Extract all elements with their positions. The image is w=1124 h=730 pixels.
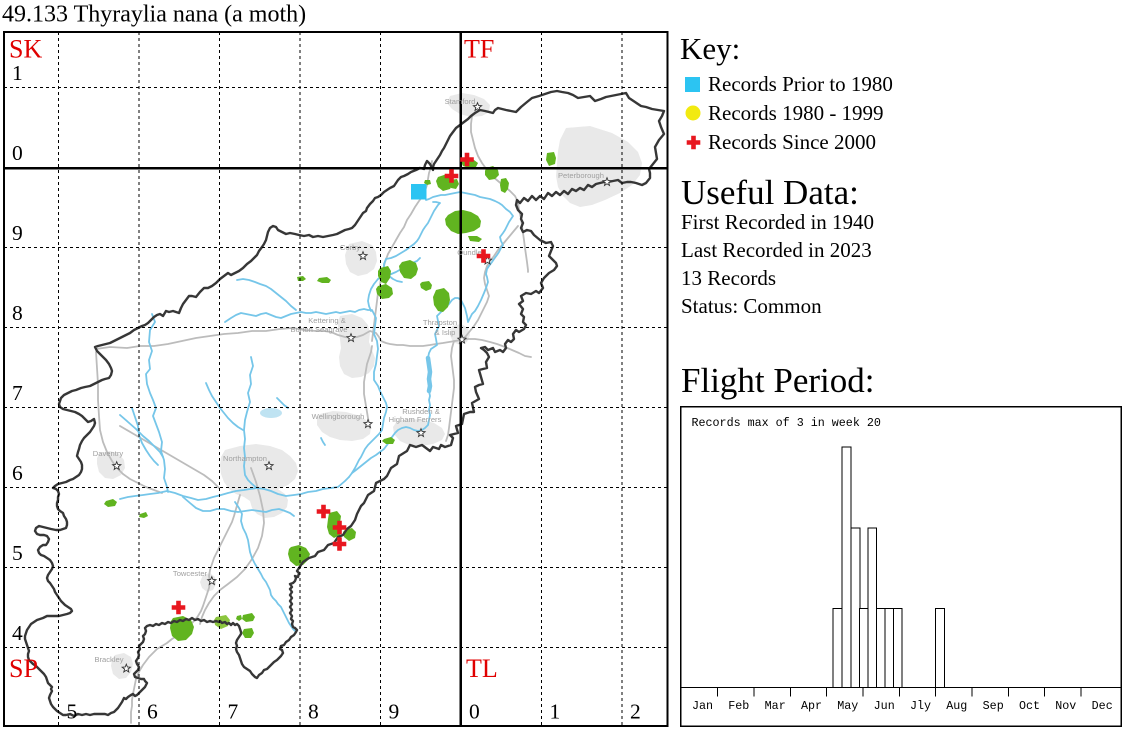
svg-text:Jan: Jan bbox=[692, 699, 713, 713]
svg-text:Feb: Feb bbox=[728, 699, 749, 713]
svg-text:Status: Common: Status: Common bbox=[681, 294, 822, 318]
svg-text:TF: TF bbox=[464, 35, 494, 64]
svg-text:8: 8 bbox=[12, 301, 23, 325]
svg-text:2: 2 bbox=[630, 700, 641, 724]
svg-text:Thrapston: Thrapston bbox=[423, 318, 457, 327]
svg-text:Kettering &: Kettering & bbox=[308, 316, 346, 325]
svg-text:6: 6 bbox=[147, 700, 158, 724]
svg-text:1: 1 bbox=[12, 61, 23, 85]
svg-text:0: 0 bbox=[469, 700, 480, 724]
svg-text:Flight Period:: Flight Period: bbox=[681, 361, 875, 400]
svg-text:Aug: Aug bbox=[946, 699, 967, 713]
svg-text:Brackley: Brackley bbox=[94, 655, 123, 664]
svg-text:Corby: Corby bbox=[340, 243, 360, 252]
svg-text:Records max of 3 in week 20: Records max of 3 in week 20 bbox=[692, 416, 881, 430]
svg-text:9: 9 bbox=[12, 221, 23, 245]
svg-text:7: 7 bbox=[228, 700, 239, 724]
svg-text:May: May bbox=[837, 699, 858, 713]
svg-text:Useful Data:: Useful Data: bbox=[681, 173, 859, 212]
svg-text:6: 6 bbox=[12, 461, 23, 485]
svg-text:13 Records: 13 Records bbox=[681, 266, 776, 290]
svg-text:Records 1980 - 1999: Records 1980 - 1999 bbox=[708, 101, 884, 125]
svg-text:Key:: Key: bbox=[680, 31, 740, 66]
svg-text:1: 1 bbox=[550, 700, 561, 724]
svg-text:Records Prior to 1980: Records Prior to 1980 bbox=[708, 72, 893, 96]
svg-text:First Recorded in 1940: First Recorded in 1940 bbox=[681, 210, 874, 234]
svg-text:SP: SP bbox=[9, 654, 38, 683]
svg-text:Dec: Dec bbox=[1092, 699, 1113, 713]
svg-text:Oundle: Oundle bbox=[457, 248, 482, 257]
svg-text:Records Since 2000: Records Since 2000 bbox=[708, 130, 876, 154]
svg-text:0: 0 bbox=[12, 141, 23, 165]
svg-text:TL: TL bbox=[466, 654, 498, 683]
svg-text:5: 5 bbox=[12, 541, 23, 565]
svg-text:Jly: Jly bbox=[910, 699, 931, 713]
svg-text:Jun: Jun bbox=[874, 699, 895, 713]
svg-text:Apr: Apr bbox=[801, 699, 822, 713]
svg-text:Daventry: Daventry bbox=[93, 449, 124, 458]
svg-text:Towcester: Towcester bbox=[173, 569, 208, 578]
svg-text:Mar: Mar bbox=[765, 699, 786, 713]
svg-text:Sep: Sep bbox=[983, 699, 1004, 713]
svg-text:Wellingborough: Wellingborough bbox=[312, 412, 365, 421]
svg-text:8: 8 bbox=[308, 700, 319, 724]
svg-text:Burton Seagrave: Burton Seagrave bbox=[291, 325, 348, 334]
svg-text:Last Recorded in 2023: Last Recorded in 2023 bbox=[681, 238, 872, 262]
svg-text:& Islip: & Islip bbox=[435, 328, 456, 337]
svg-text:Stamford: Stamford bbox=[445, 97, 476, 106]
svg-text:5: 5 bbox=[67, 700, 78, 724]
svg-text:9: 9 bbox=[389, 700, 400, 724]
svg-text:Northampton: Northampton bbox=[223, 454, 267, 463]
svg-text:49.133 Thyraylia nana (a moth): 49.133 Thyraylia nana (a moth) bbox=[2, 2, 306, 28]
svg-text:Rushden &: Rushden & bbox=[402, 407, 440, 416]
svg-text:4: 4 bbox=[12, 621, 23, 645]
svg-text:Nov: Nov bbox=[1055, 699, 1076, 713]
svg-text:Peterborough: Peterborough bbox=[558, 171, 604, 180]
svg-text:Oct: Oct bbox=[1019, 699, 1040, 713]
svg-text:SK: SK bbox=[9, 35, 42, 64]
svg-text:Higham Ferrers: Higham Ferrers bbox=[389, 415, 442, 424]
svg-text:7: 7 bbox=[12, 381, 23, 405]
